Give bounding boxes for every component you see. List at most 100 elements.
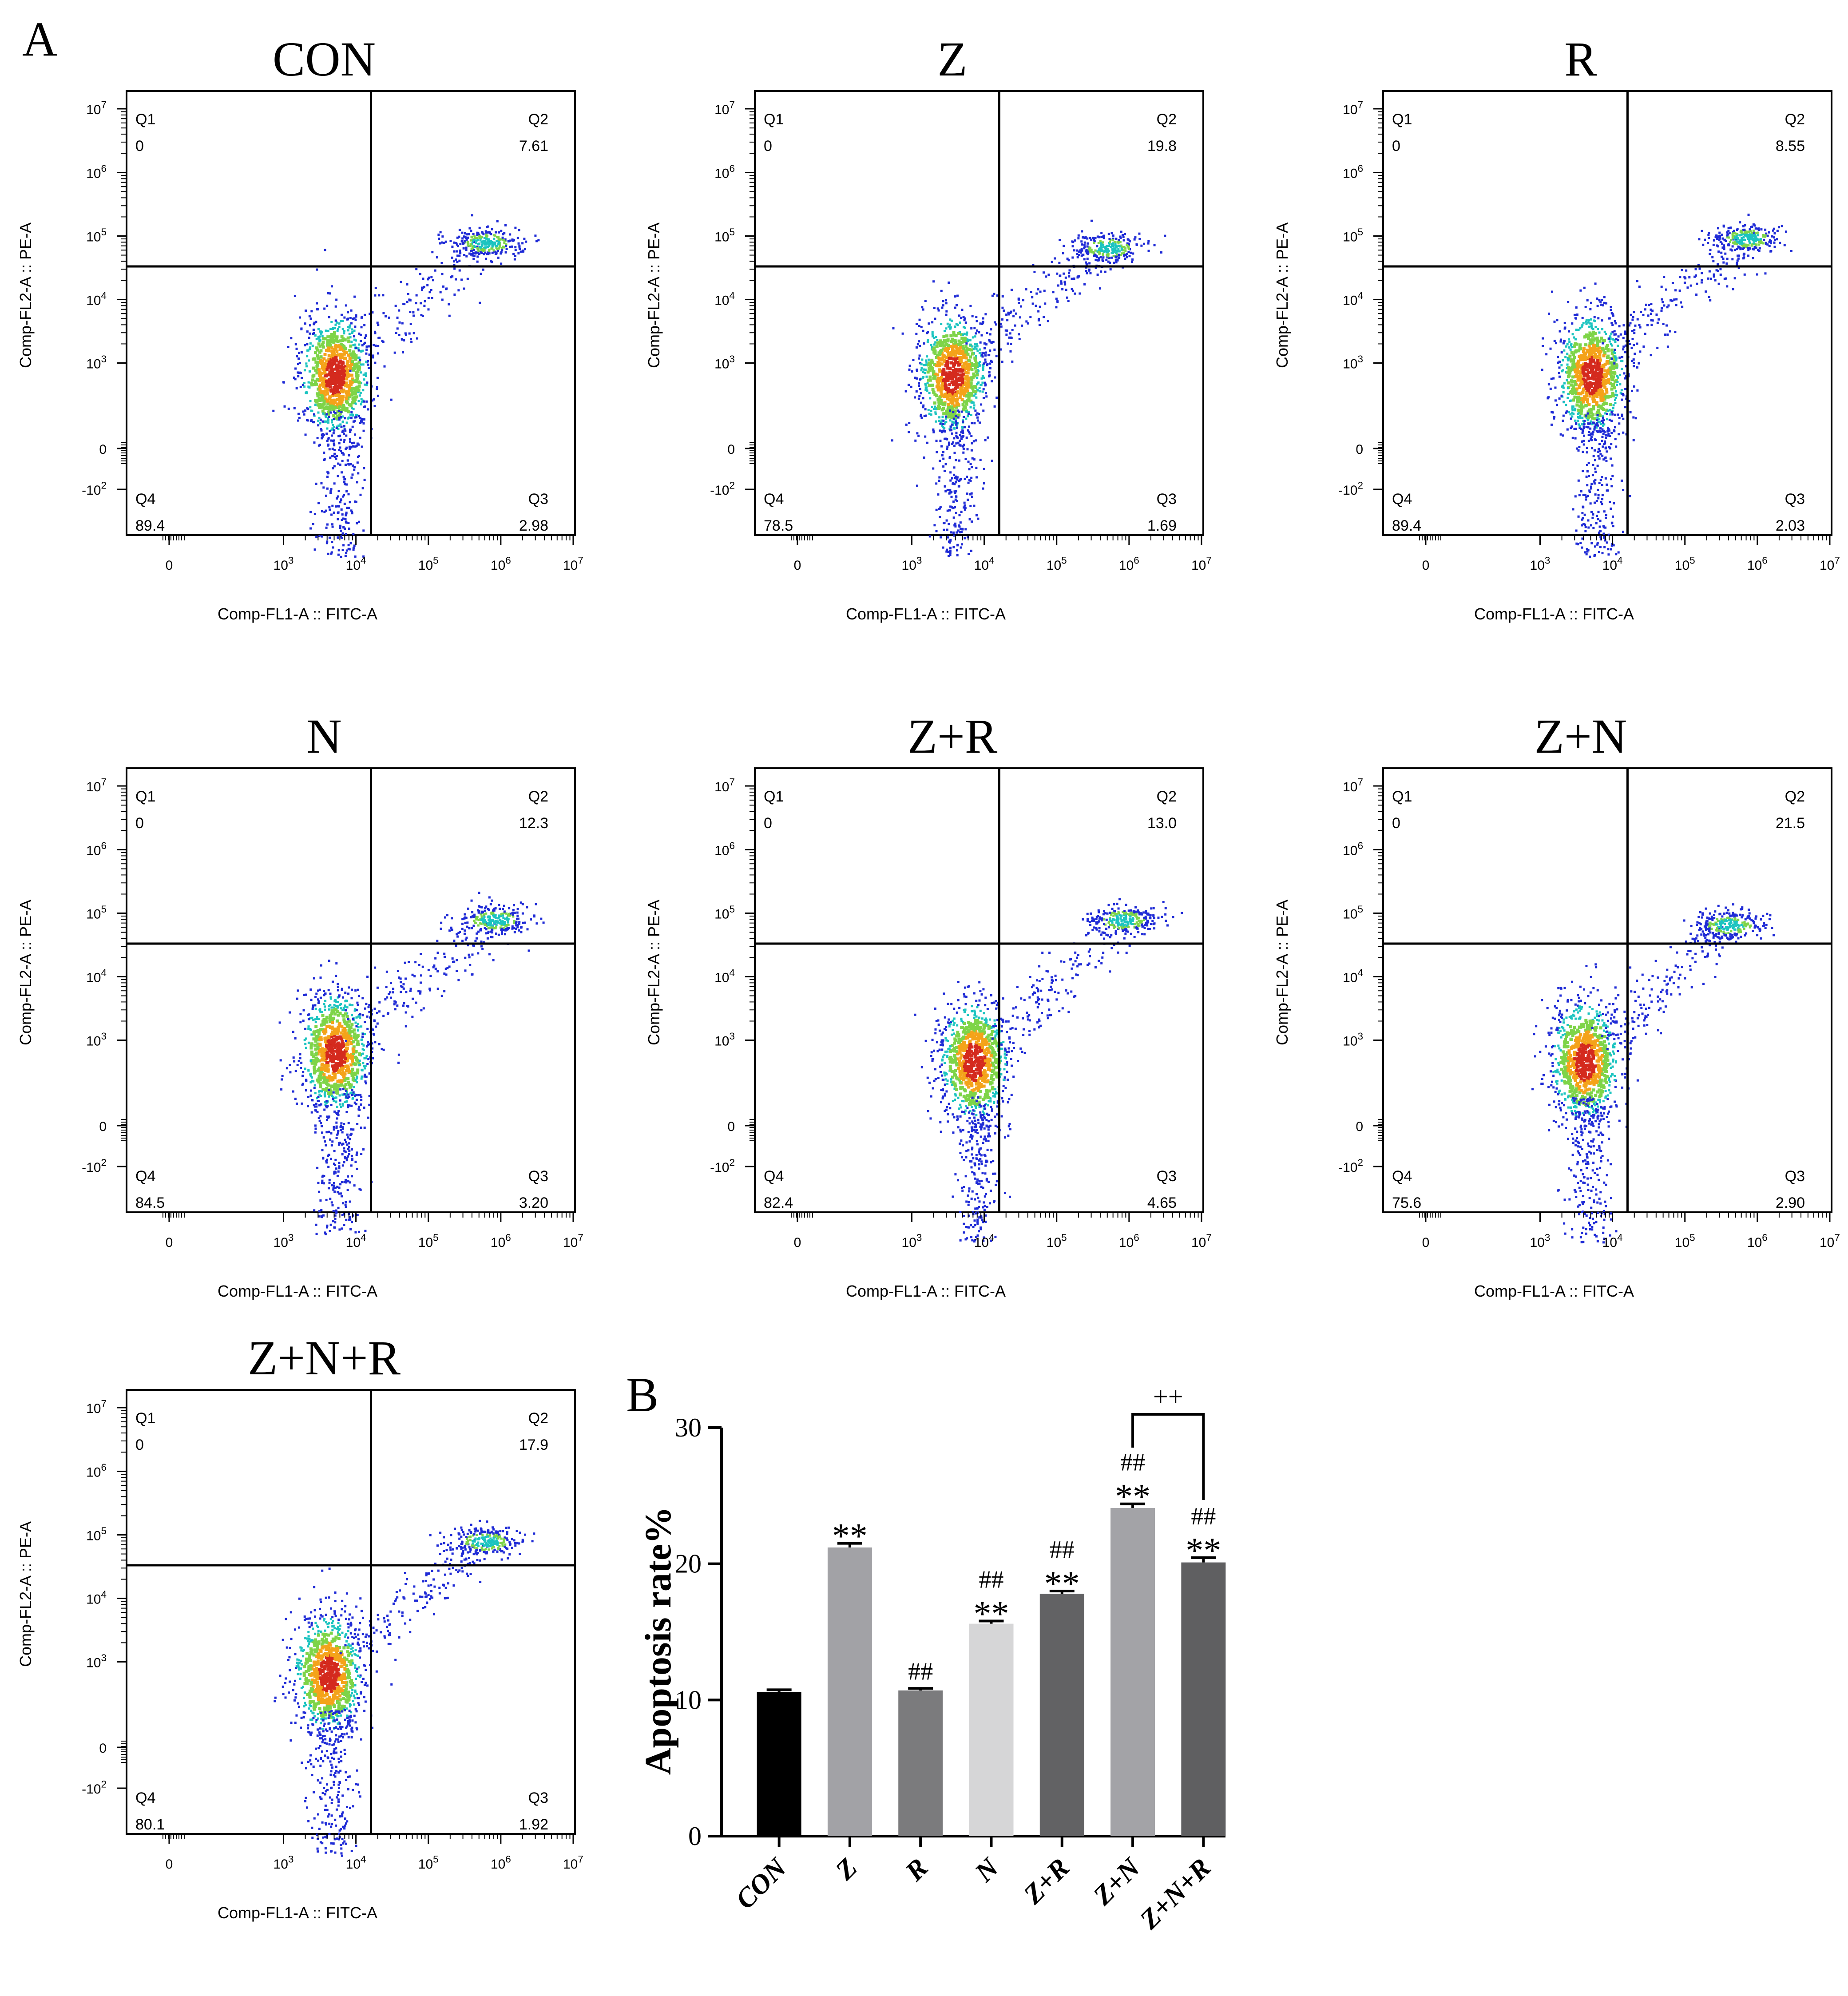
event-dot bbox=[971, 422, 973, 425]
event-dot bbox=[947, 353, 950, 357]
event-dot bbox=[321, 409, 325, 413]
event-dot bbox=[308, 386, 311, 389]
event-dot bbox=[330, 429, 333, 431]
event-dot bbox=[996, 294, 999, 297]
event-dot bbox=[297, 363, 299, 365]
event-dot bbox=[1607, 381, 1610, 385]
event-dot bbox=[1115, 246, 1118, 249]
event-dot bbox=[940, 290, 943, 292]
event-dot bbox=[948, 456, 951, 459]
event-dot bbox=[965, 417, 968, 420]
event-dot bbox=[965, 350, 968, 353]
event-dot bbox=[336, 374, 340, 377]
event-dot bbox=[1589, 422, 1591, 425]
event-dot bbox=[315, 482, 317, 485]
event-dot bbox=[509, 233, 512, 236]
event-dot bbox=[335, 369, 339, 373]
event-dot bbox=[1574, 363, 1578, 366]
plot-frame bbox=[126, 90, 576, 536]
event-dot bbox=[968, 411, 970, 413]
event-dot bbox=[331, 368, 335, 372]
event-dot bbox=[514, 249, 517, 251]
event-dot bbox=[963, 391, 966, 394]
event-dot bbox=[340, 498, 342, 501]
event-dot bbox=[1611, 392, 1614, 395]
event-dot bbox=[476, 234, 479, 236]
event-dot bbox=[1586, 334, 1590, 337]
event-dot bbox=[469, 243, 472, 246]
event-dot bbox=[535, 240, 538, 242]
event-dot bbox=[476, 251, 479, 254]
event-dot bbox=[1056, 300, 1059, 302]
event-dot bbox=[341, 532, 344, 535]
flow-panel-title: N bbox=[306, 709, 341, 763]
event-dot bbox=[958, 514, 961, 516]
event-dot bbox=[962, 408, 965, 412]
event-dot bbox=[406, 301, 408, 303]
event-dot bbox=[487, 240, 489, 242]
event-dot bbox=[1600, 501, 1602, 504]
event-dot bbox=[331, 523, 333, 526]
event-dot bbox=[948, 540, 951, 542]
event-dot bbox=[359, 359, 361, 361]
event-dot bbox=[1110, 232, 1113, 234]
event-dot bbox=[1602, 379, 1606, 383]
event-dot bbox=[949, 353, 953, 357]
event-dot bbox=[1102, 259, 1104, 262]
event-dot bbox=[1597, 364, 1601, 367]
event-dot bbox=[1104, 270, 1106, 273]
event-dot bbox=[1753, 224, 1756, 227]
event-dot bbox=[1591, 447, 1594, 449]
event-dot bbox=[983, 381, 986, 384]
event-dot bbox=[1007, 313, 1010, 316]
event-dot bbox=[1114, 249, 1116, 251]
event-dot bbox=[1615, 359, 1618, 362]
event-dot bbox=[1586, 398, 1590, 401]
event-dot bbox=[1595, 522, 1598, 524]
event-dot bbox=[319, 393, 322, 396]
event-dot bbox=[458, 259, 461, 262]
event-dot bbox=[1131, 258, 1134, 261]
event-dot bbox=[920, 401, 922, 404]
event-dot bbox=[1725, 262, 1728, 265]
event-dot bbox=[309, 346, 312, 349]
event-dot bbox=[1584, 551, 1586, 554]
event-dot bbox=[422, 278, 424, 280]
event-dot bbox=[1695, 294, 1698, 296]
event-dot bbox=[1110, 256, 1113, 259]
event-dot bbox=[954, 354, 957, 357]
event-dot bbox=[932, 373, 935, 376]
event-dot bbox=[436, 256, 438, 259]
event-dot bbox=[331, 525, 334, 528]
event-dot bbox=[1708, 231, 1710, 234]
event-dot bbox=[953, 393, 957, 397]
event-dot bbox=[1576, 409, 1580, 412]
event-dot bbox=[1679, 276, 1681, 278]
event-dot bbox=[338, 325, 341, 328]
event-dot bbox=[933, 393, 937, 397]
event-dot bbox=[338, 505, 341, 508]
event-dot bbox=[1669, 330, 1671, 333]
event-dot bbox=[1640, 310, 1642, 313]
event-dot bbox=[1065, 289, 1067, 291]
event-dot bbox=[1741, 241, 1743, 243]
event-dot bbox=[941, 394, 945, 398]
event-dot bbox=[1596, 344, 1599, 347]
event-dot bbox=[973, 394, 976, 397]
event-dot bbox=[1785, 230, 1787, 233]
event-dot bbox=[1707, 242, 1709, 244]
event-dot bbox=[1579, 542, 1582, 544]
event-dot bbox=[1735, 233, 1738, 235]
event-dot bbox=[1632, 416, 1635, 419]
event-dot bbox=[1734, 249, 1737, 251]
event-dot bbox=[952, 500, 955, 503]
event-dot bbox=[1616, 375, 1618, 377]
event-dot bbox=[326, 407, 329, 410]
event-dot bbox=[938, 402, 941, 405]
event-dot bbox=[318, 406, 321, 409]
event-dot bbox=[931, 406, 933, 409]
event-dot bbox=[932, 370, 936, 374]
event-dot bbox=[463, 287, 465, 290]
event-dot bbox=[1586, 375, 1590, 379]
event-dot bbox=[932, 347, 935, 351]
